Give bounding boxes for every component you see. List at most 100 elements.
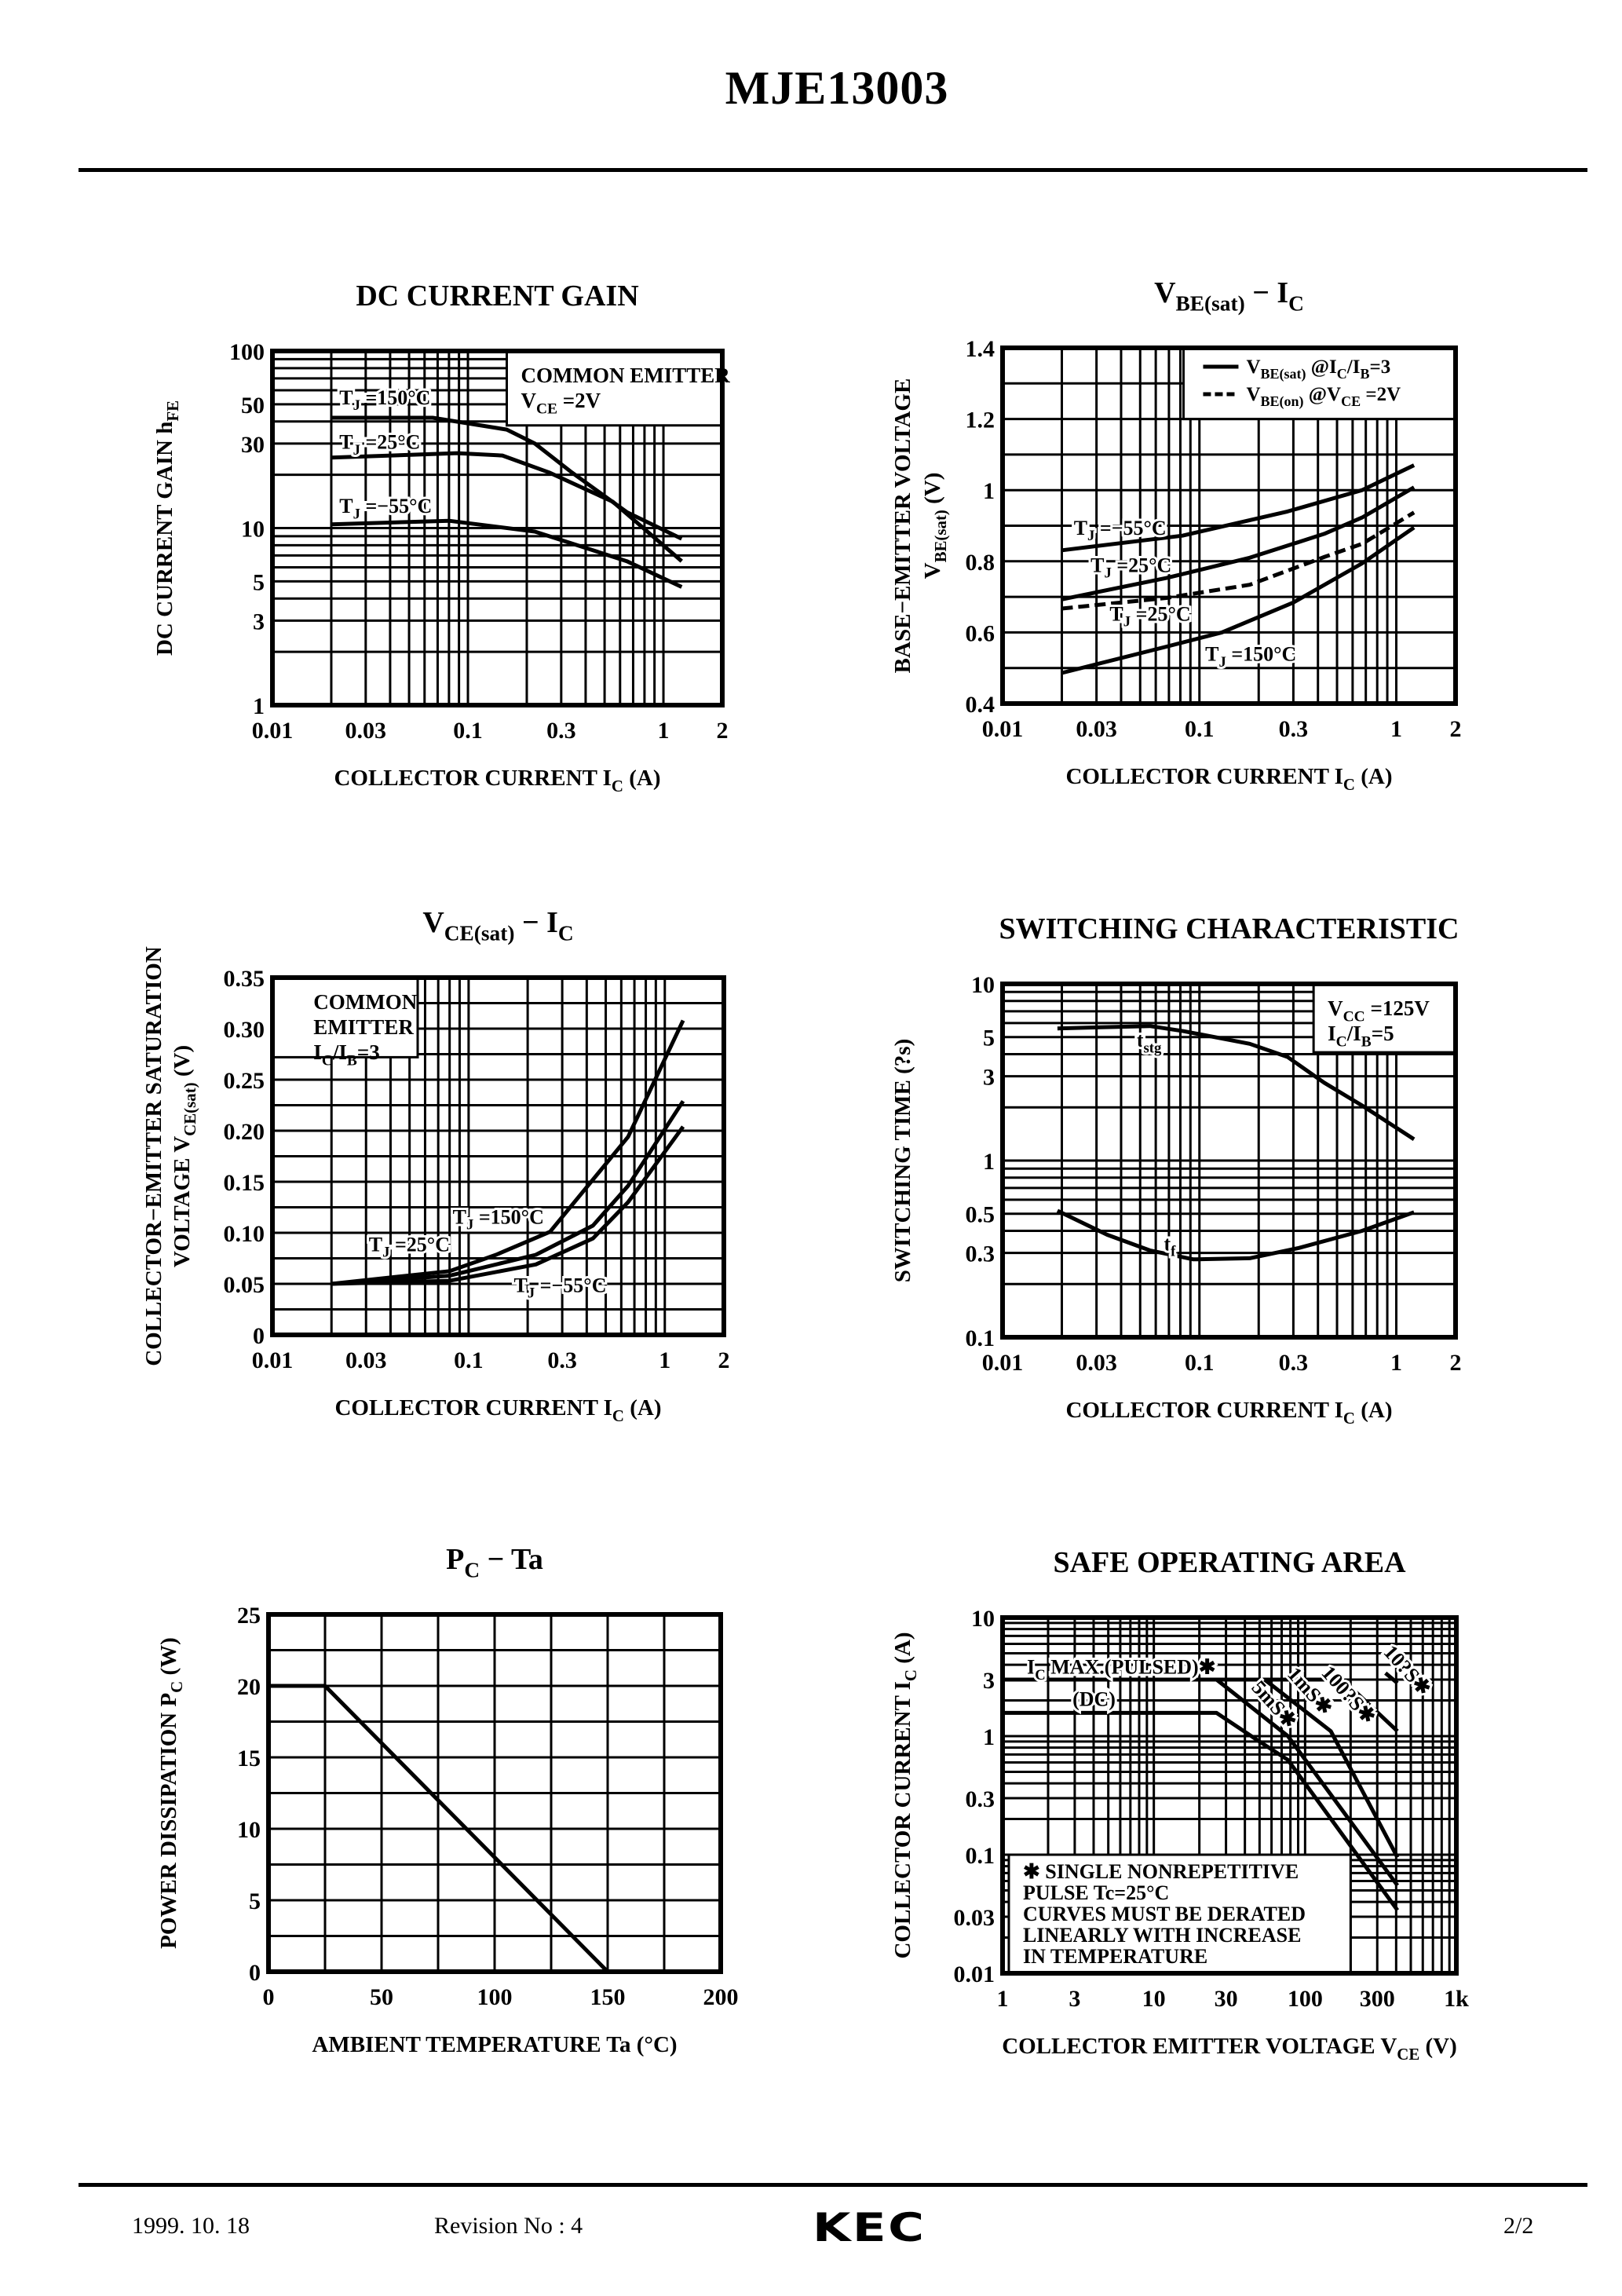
- y-axis-label-part: FE: [163, 400, 182, 422]
- chart-title-part: V: [422, 906, 444, 939]
- note-text-part: IN TEMPERATURE: [1023, 1945, 1207, 1968]
- note-text-part: CE: [536, 401, 557, 418]
- y-axis-label: COLLECTOR−EMITTER SATURATION: [141, 946, 166, 1366]
- series-line-2: [331, 1099, 685, 1286]
- series-label-part: J: [1218, 654, 1226, 671]
- y-axis-label: SWITCHING TIME (?s): [890, 1039, 915, 1282]
- note-text-part: C: [322, 1053, 333, 1069]
- y-axis-label: VBE(sat) (V): [920, 473, 950, 579]
- series-line-4: [1263, 1678, 1400, 1859]
- series-label-part: T: [1109, 602, 1123, 625]
- y-axis-label-part: (V): [920, 473, 945, 510]
- x-axis-label: COLLECTOR CURRENT IC (A): [334, 766, 660, 795]
- chart-title: PC − Ta: [446, 1543, 543, 1582]
- note-text: CURVES MUST BE DERATED: [1023, 1903, 1306, 1925]
- x-tick-label: 0.03: [1076, 1350, 1117, 1376]
- legend-entry-part: /I: [1346, 356, 1361, 378]
- x-tick-label: 50: [370, 1984, 393, 2010]
- series-line-4: [1061, 525, 1416, 675]
- footer-date: 1999. 10. 18: [132, 2213, 250, 2239]
- x-tick-label: 2: [717, 718, 729, 744]
- y-tick-label: 50: [241, 393, 265, 419]
- y-tick-label: 0.1: [966, 1843, 995, 1869]
- y-tick-label: 0.1: [966, 1325, 995, 1351]
- note-text-part: CURVES MUST BE DERATED: [1023, 1903, 1306, 1925]
- note-text-part: =5: [1372, 1022, 1394, 1045]
- series-label-part: t: [1137, 1029, 1144, 1051]
- x-axis-label-part: (V): [1419, 2034, 1457, 2059]
- note-text-part: ✱ SINGLE NONREPETITIVE: [1023, 1860, 1299, 1883]
- note-box: [1312, 982, 1457, 1054]
- series-label-part: T: [369, 1233, 382, 1256]
- series-line-1: [269, 1684, 609, 1973]
- y-axis-label-part: C: [901, 1669, 920, 1681]
- note-text-part: PULSE Tc=25°C: [1023, 1881, 1169, 1904]
- y-tick-label: 0.05: [224, 1272, 265, 1298]
- series-label-part: T: [339, 431, 353, 454]
- note-text: VCE =2V: [521, 389, 601, 418]
- chart-title-part: − I: [1245, 276, 1288, 309]
- y-tick-label: 0.20: [224, 1119, 265, 1145]
- plot-frame: [1000, 345, 1458, 706]
- x-tick-label: 0.01: [982, 1350, 1024, 1376]
- chart-title: SWITCHING CHARACTERISTIC: [999, 912, 1459, 945]
- legend-entry-part: C: [1337, 366, 1347, 382]
- x-axis-label-part: AMBIENT TEMPERATURE Ta (°C): [312, 2032, 677, 2057]
- footer-page-number: 2/2: [1503, 2213, 1534, 2239]
- note-text: EMITTER: [313, 1015, 414, 1039]
- x-axis-label-part: C: [612, 1406, 624, 1425]
- x-tick-label: 1: [659, 1347, 670, 1373]
- x-tick-label: 0.03: [345, 718, 387, 744]
- series-label-part: =25°C: [1131, 602, 1191, 625]
- kec-logo: KEC: [813, 2205, 926, 2250]
- note-text-part: /I: [1346, 1022, 1361, 1045]
- legend-entry-part: V: [1246, 384, 1260, 405]
- y-tick-label: 0.03: [954, 1905, 995, 1931]
- chart-title: VCE(sat) − IC: [422, 906, 573, 945]
- series-label-part: J: [466, 1217, 473, 1234]
- x-tick-label: 2: [718, 1347, 730, 1373]
- note-text-part: V: [521, 389, 536, 412]
- note-box: [271, 976, 419, 1058]
- grid: [269, 1614, 721, 1972]
- series-label: tf: [1164, 1232, 1177, 1260]
- y-tick-label: 0.4: [966, 692, 995, 718]
- series-line-1: [1061, 463, 1416, 553]
- series-label-part: MAX.(PULSED)✱: [1046, 1656, 1216, 1679]
- series-label-part: =25°C: [389, 1233, 449, 1256]
- note-text-part: =125V: [1365, 996, 1430, 1020]
- y-axis-label-part: COLLECTOR CURRENT I: [890, 1681, 915, 1958]
- y-tick-label: 5: [253, 569, 265, 595]
- y-tick-label: 0: [249, 1960, 261, 1986]
- series-label: IC MAX.(PULSED)✱: [1027, 1656, 1215, 1684]
- y-tick-label: 0: [253, 1323, 265, 1349]
- note-text: VCC =125V: [1328, 996, 1430, 1026]
- note-text-part: EMITTER: [313, 1015, 414, 1039]
- series-line-3: [1061, 510, 1416, 611]
- x-axis-label-part: C: [1343, 775, 1355, 794]
- series-line-6: [1384, 1671, 1399, 1685]
- series-line-1: [1057, 1024, 1416, 1141]
- legend-entry-part: @V: [1304, 384, 1342, 405]
- x-tick-label: 1k: [1444, 1986, 1469, 2012]
- y-axis-label-part: BE(sat): [931, 510, 950, 562]
- legend-entry-part: V: [1246, 356, 1260, 378]
- series-label-part: =150°C: [473, 1205, 544, 1228]
- y-axis-label-part: (A): [890, 1632, 915, 1669]
- series-label: TJ =25°C: [339, 431, 420, 459]
- x-axis-label-part: C: [612, 777, 623, 795]
- y-tick-label: 0.30: [224, 1017, 265, 1043]
- chart-title-part: DC CURRENT GAIN: [356, 280, 638, 313]
- x-tick-label: 1: [1390, 716, 1402, 742]
- series-label-part: =25°C: [1112, 554, 1172, 576]
- legend-entry: VBE(sat) @IC/IB=3: [1246, 356, 1390, 382]
- chart-6: ✱ SINGLE NONREPETITIVE PULSE Tc=25°CCURV…: [890, 1546, 1469, 2064]
- legend-entry-part: =2V: [1361, 384, 1401, 405]
- y-tick-label: 0.5: [966, 1202, 995, 1228]
- x-tick-label: 10: [1142, 1986, 1166, 2012]
- series-label-part: T: [1205, 643, 1218, 666]
- y-tick-label: 25: [237, 1603, 261, 1629]
- chart-title-part: − I: [514, 906, 557, 939]
